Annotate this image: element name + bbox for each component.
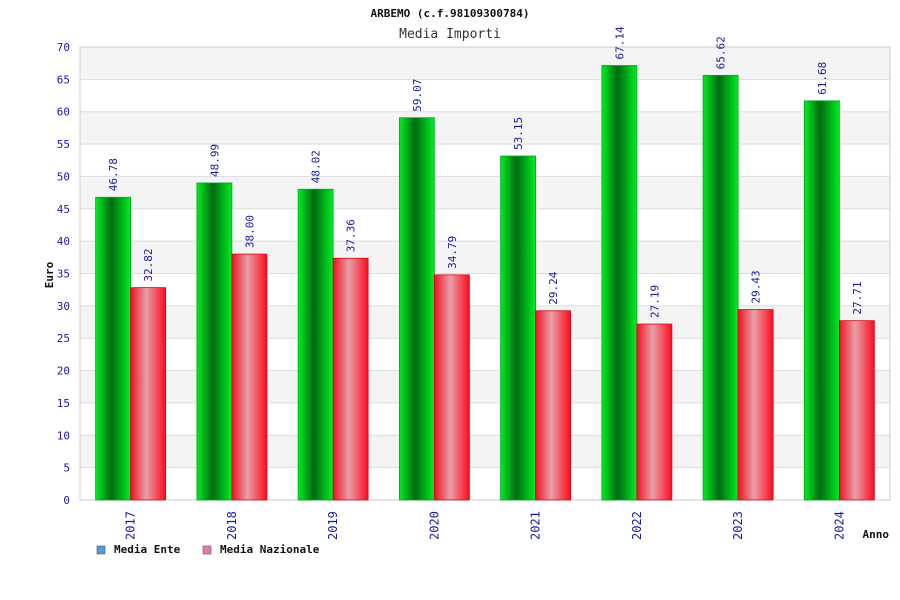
data-label: 27.71 [851, 282, 864, 315]
x-tick-label: 2020 [427, 511, 441, 540]
legend-label-media-nazionale: Media Nazionale [220, 543, 320, 556]
x-axis-label: Anno [863, 528, 890, 541]
y-tick-label: 55 [57, 138, 70, 151]
bar-media-ente [196, 182, 233, 501]
data-label: 29.24 [547, 271, 560, 304]
y-tick-label: 65 [57, 73, 70, 86]
y-axis: 0 5 10 15 20 25 30 35 40 45 50 55 60 65 70 [57, 41, 70, 507]
y-tick-label: 5 [63, 462, 70, 475]
data-label: 32.82 [142, 248, 155, 281]
bar-media-nazionale [231, 253, 268, 501]
bar-media-ente [95, 196, 132, 501]
bar-media-nazionale [332, 257, 369, 501]
x-axis: 2017 2018 2019 2020 2021 2022 2023 2024 [124, 511, 847, 540]
x-tick-label: 2021 [529, 511, 543, 540]
x-tick-label: 2022 [630, 511, 644, 540]
data-label: 46.78 [107, 158, 120, 191]
plot-band [80, 144, 890, 177]
y-tick-label: 50 [57, 170, 70, 183]
bar-media-ente [803, 100, 840, 501]
y-tick-label: 45 [57, 203, 70, 216]
y-tick-label: 60 [57, 106, 70, 119]
bar-media-ente [601, 65, 638, 501]
x-tick-label: 2024 [832, 511, 846, 540]
legend-swatch-media-nazionale [202, 545, 212, 555]
plot-band [80, 47, 890, 80]
x-tick-label: 2023 [731, 511, 745, 540]
y-tick-label: 0 [63, 494, 70, 507]
x-tick-label: 2019 [326, 511, 340, 540]
data-labels: 46.78 32.82 48.99 38.00 48.02 37.36 59.07 34.79… [107, 26, 864, 318]
bars [95, 65, 875, 501]
y-axis-label: Euro [43, 261, 56, 288]
bar-media-nazionale [737, 309, 774, 501]
plot-band [80, 79, 890, 112]
y-tick-label: 70 [57, 41, 70, 54]
bar-media-nazionale [838, 320, 875, 501]
plot-frame [79, 46, 891, 501]
data-label: 27.19 [648, 285, 661, 318]
legend-swatch-media-ente [96, 545, 106, 555]
data-label: 59.07 [411, 79, 424, 112]
data-label: 61.68 [816, 62, 829, 95]
bar-media-nazionale [130, 287, 167, 501]
data-label: 67.14 [613, 26, 626, 59]
y-tick-label: 10 [57, 429, 70, 442]
y-tick-label: 20 [57, 365, 70, 378]
y-tick-label: 25 [57, 332, 70, 345]
y-tick-label: 30 [57, 300, 70, 313]
y-tick-label: 35 [57, 268, 70, 281]
bar-media-nazionale [636, 323, 673, 501]
bar-media-ente [702, 74, 739, 501]
bar-media-ente [500, 155, 537, 501]
data-label: 53.15 [512, 117, 525, 150]
data-label: 48.99 [208, 144, 221, 177]
bar-media-nazionale [535, 310, 572, 501]
bar-media-nazionale [433, 274, 470, 501]
y-tick-label: 40 [57, 235, 70, 248]
data-label: 48.02 [310, 150, 323, 183]
bar-media-ente [297, 188, 334, 501]
data-label: 38.00 [243, 215, 256, 248]
y-tick-label: 15 [57, 397, 70, 410]
data-label: 34.79 [446, 236, 459, 269]
chart-subtitle: Media Importi [399, 27, 501, 42]
data-label: 65.62 [715, 36, 728, 69]
x-tick-label: 2018 [225, 511, 239, 540]
x-tick-label: 2017 [124, 511, 138, 540]
legend: Media Ente Media Nazionale [96, 543, 320, 556]
chart-title: ARBEMO (c.f.98109300784) [371, 7, 530, 20]
legend-label-media-ente: Media Ente [114, 543, 181, 556]
bar-media-ente [398, 117, 435, 501]
plot-band [80, 111, 890, 145]
data-label: 37.36 [345, 219, 358, 252]
data-label: 29.43 [750, 270, 763, 303]
